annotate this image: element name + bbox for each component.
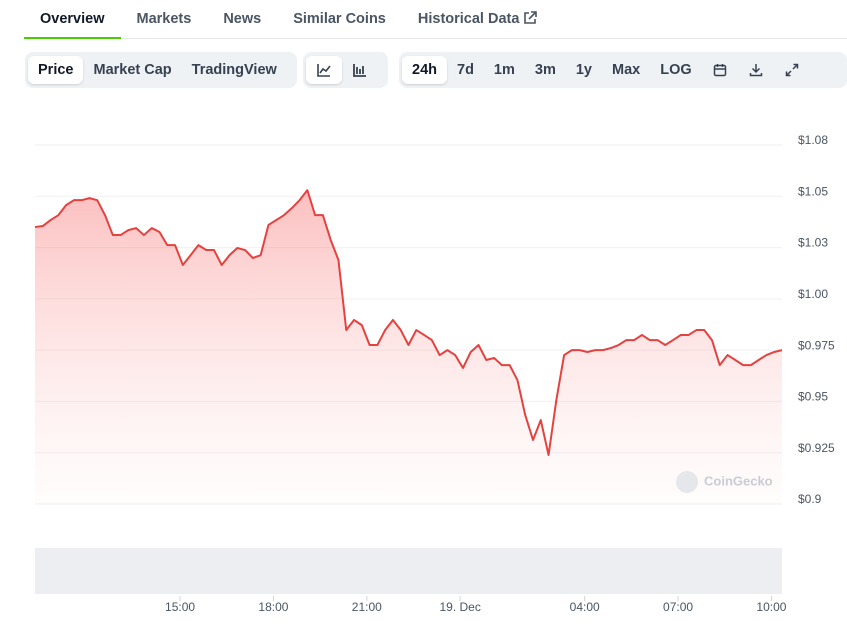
button[interactable]: 3m xyxy=(534,62,556,78)
chart-style-group xyxy=(303,52,388,88)
button[interactable]: 24h xyxy=(402,56,447,84)
watermark-text: CoinGecko xyxy=(704,473,773,488)
y-tick-label: $0.9 xyxy=(798,492,822,506)
download-button[interactable] xyxy=(738,56,774,84)
tab[interactable]: Overview xyxy=(24,0,121,39)
button[interactable]: TradingView xyxy=(191,62,277,78)
tab[interactable]: Similar Coins xyxy=(293,11,386,27)
x-tick-label: 15:00 xyxy=(165,600,195,614)
x-tick-label: 04:00 xyxy=(570,600,600,614)
x-tick-label: 18:00 xyxy=(258,600,288,614)
x-tick-label: 07:00 xyxy=(663,600,693,614)
price-line xyxy=(34,189,783,456)
watermark: CoinGecko xyxy=(676,471,773,493)
x-tick-label: 21:00 xyxy=(352,600,382,614)
calendar-button[interactable] xyxy=(702,56,738,84)
range-group: 24h 7d 1m 3m 1y Max LOG xyxy=(399,52,847,88)
candle-chart-button[interactable] xyxy=(342,56,378,84)
y-tick-label: $0.975 xyxy=(798,338,835,352)
button[interactable]: LOG xyxy=(660,62,692,78)
tab[interactable]: News xyxy=(223,11,262,27)
volume-band xyxy=(35,548,782,594)
tab-label: Historical Data xyxy=(417,11,520,27)
price-area xyxy=(35,190,782,504)
button[interactable]: Max xyxy=(612,62,641,78)
tab[interactable]: Historical Data xyxy=(402,0,554,37)
external-link-icon xyxy=(524,11,538,24)
tab[interactable]: Markets xyxy=(136,11,192,27)
y-tick-label: $1.03 xyxy=(798,236,828,250)
button[interactable]: Price xyxy=(28,56,84,84)
line-chart-button[interactable] xyxy=(306,56,342,84)
button[interactable]: 1m xyxy=(493,62,515,78)
tab-bar: Overview Markets News Similar Coins Hist… xyxy=(24,0,847,39)
x-tick-label: 19. Dec xyxy=(439,600,480,614)
chart-type-group: Price Market Cap TradingView xyxy=(25,52,297,88)
y-tick-label: $1.00 xyxy=(798,287,828,301)
y-tick-label: $1.05 xyxy=(798,184,828,198)
fullscreen-button[interactable] xyxy=(774,56,810,84)
button[interactable]: Market Cap xyxy=(93,62,172,78)
button[interactable]: 7d xyxy=(457,62,474,78)
button[interactable]: 1y xyxy=(575,62,592,78)
y-tick-label: $1.08 xyxy=(798,133,828,147)
x-tick-label: 10:00 xyxy=(756,600,786,614)
y-tick-label: $0.95 xyxy=(798,390,828,404)
y-tick-label: $0.925 xyxy=(798,441,835,455)
